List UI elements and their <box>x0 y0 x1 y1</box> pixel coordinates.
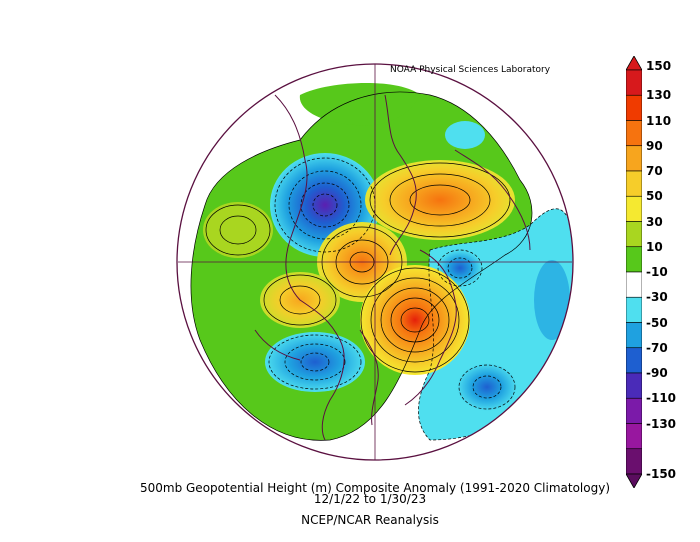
colorbar-cell <box>626 221 642 248</box>
colorbar-tick-label: -90 <box>646 366 668 380</box>
colorbar-cell <box>626 448 642 475</box>
colorbar-tick-label: 130 <box>646 88 672 102</box>
colorbar-cell <box>626 170 642 197</box>
colorbar-cell <box>626 120 642 147</box>
colorbar-tick-label: -110 <box>646 391 677 405</box>
figure-title: 500mb Geopotential Height (m) Composite … <box>139 481 610 495</box>
contour-lines <box>190 91 533 441</box>
negative-anomaly-asia-east <box>534 260 570 340</box>
positive-anomaly-arctic-fringe <box>299 82 420 126</box>
coastlines <box>254 94 531 441</box>
colorbar-tick-label: 70 <box>646 164 663 178</box>
colorbar-tick-label: 150 <box>646 59 672 73</box>
colorbar-tick-label: -150 <box>646 467 677 481</box>
colorbar-cell <box>626 322 642 349</box>
colorbar-cell <box>626 423 642 450</box>
colorbar-tick-label: 50 <box>646 189 663 203</box>
colorbar-cell <box>626 372 642 399</box>
positive-anomaly-north-pacific-weak <box>203 202 273 258</box>
colorbar-cell <box>626 271 642 298</box>
negative-anomaly-west-america <box>265 332 365 392</box>
colorbar-cell <box>626 296 642 323</box>
colorbar-cell <box>626 145 642 172</box>
colorbar-tick-label: 10 <box>646 240 663 254</box>
colorbar-cell <box>626 347 642 374</box>
colorbar-tick-label: 30 <box>646 215 663 229</box>
colorbar-cell <box>626 94 642 121</box>
negative-anomaly-siberia <box>445 121 485 149</box>
colorbar-cell <box>626 246 642 273</box>
date-range: 12/1/22 to 1/30/23 <box>313 492 427 506</box>
colorbar-bottom-arrow <box>626 473 642 488</box>
globe-outline <box>176 63 574 461</box>
colorbar-top-arrow <box>626 56 642 71</box>
positive-anomaly-europe <box>360 265 470 375</box>
colorbar-tick-label: -50 <box>646 316 668 330</box>
colorbar-tick-label: -130 <box>646 417 677 431</box>
colorbar-tick-label: 110 <box>646 114 672 128</box>
data-source: NCEP/NCAR Reanalysis <box>301 513 439 527</box>
colorbar-tick-label: -30 <box>646 290 668 304</box>
colorbar-cell <box>626 195 642 222</box>
colorbar-tick-label: -10 <box>646 265 668 279</box>
positive-anomaly-arctic-siberia <box>365 160 515 240</box>
colorbar <box>626 56 642 488</box>
colorbar-tick-label: -70 <box>646 341 668 355</box>
colorbar-cells <box>626 69 642 475</box>
colorbar-cell <box>626 69 642 96</box>
negative-anomaly-pacific-center <box>457 363 517 411</box>
colorbar-cell <box>626 397 642 424</box>
colorbar-tick-label: 90 <box>646 139 663 153</box>
credit-label: NOAA Physical Sciences Laboratory <box>390 65 551 75</box>
anomaly-field <box>178 64 573 460</box>
